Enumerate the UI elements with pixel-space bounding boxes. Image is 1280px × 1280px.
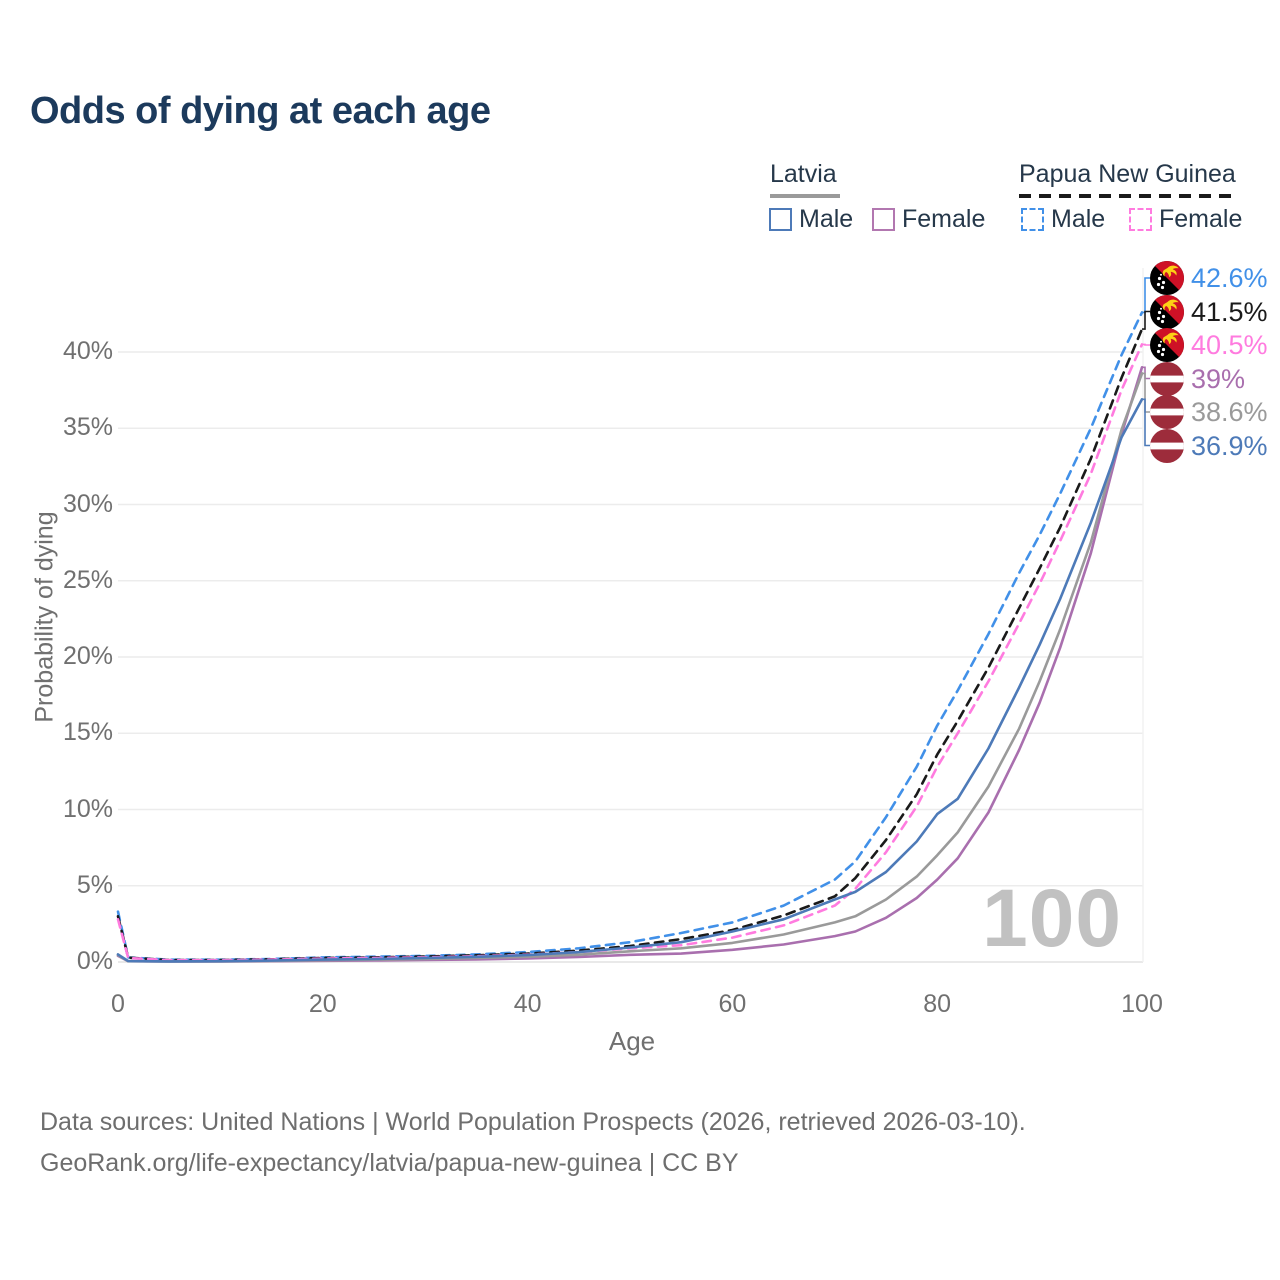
page-title: Odds of dying at each age [30,90,491,132]
end-label-leader-line [1142,343,1150,346]
papua-new-guinea-flag-icon [1150,294,1184,329]
x-tick-label: 40 [513,990,542,1018]
y-tick-label: 40% [62,337,113,365]
latvia-flag-icon [1150,428,1184,463]
series-line-papua-new-guinea-both-sexes[interactable] [116,327,1144,962]
legend-item-latvia-male[interactable]: Male [769,205,853,234]
x-tick-label: 80 [923,990,952,1018]
attribution-note: GeoRank.org/life-expectancy/latvia/papua… [40,1149,739,1177]
y-tick-label: 0% [76,947,113,975]
legend-item-png-male[interactable]: Male [1021,205,1105,234]
end-label-papua-new-guinea-female[interactable]: 40.5% [1150,328,1268,362]
end-label-papua-new-guinea-both-sexes[interactable]: 41.5% [1150,294,1268,329]
y-tick-label: 20% [62,642,113,670]
hovered-age-indicator: 100 [982,873,1122,964]
latvia-flag-icon [1150,395,1184,429]
x-tick-label: 20 [308,990,337,1018]
end-label-latvia-male[interactable]: 36.9% [1150,428,1268,463]
legend-group-latvia-label: Latvia [770,160,837,188]
latvia-female-swatch-icon [872,208,895,231]
end-label-leader-line [1142,398,1150,447]
end-label-papua-new-guinea-male[interactable]: 42.6% [1150,261,1268,295]
legend-item-label: Female [902,205,986,233]
x-tick-label: 60 [718,990,747,1018]
png-male-swatch-icon [1021,208,1044,231]
x-tick-label: 100 [1121,990,1163,1018]
end-value-label: 40.5% [1191,330,1268,360]
papua-new-guinea-flag-icon [1150,328,1184,362]
end-value-label: 39% [1191,363,1246,394]
latvia-flag-icon [1150,361,1184,396]
x-tick-label: 0 [111,990,125,1018]
legend-item-label: Male [799,205,854,233]
papua-new-guinea-flag-icon [1150,261,1184,295]
end-label-latvia-female[interactable]: 39% [1150,361,1246,396]
y-tick-label: 10% [62,794,113,823]
series-line-papua-new-guinea-male[interactable] [116,311,1144,961]
end-value-label: 41.5% [1191,296,1268,327]
end-label-latvia-both-sexes[interactable]: 38.6% [1150,395,1268,429]
y-tick-label: 30% [62,489,113,518]
end-label-leader-line [1142,277,1150,314]
y-axis-title: Probability of dying [30,511,59,723]
legend-group-png-label: Papua New Guinea [1019,160,1236,188]
series-line-latvia-male[interactable] [116,398,1144,963]
y-tick-label: 5% [76,870,113,899]
end-value-label: 36.9% [1191,430,1268,461]
x-axis-title: Age [608,1026,656,1056]
end-label-leader-line [1142,310,1150,330]
y-tick-label: 35% [62,413,113,442]
data-source-note: Data sources: United Nations | World Pop… [40,1108,1026,1136]
legend-item-latvia-female[interactable]: Female [872,205,985,234]
series-line-papua-new-guinea-female[interactable] [116,343,1144,962]
latvia-line-style-sample [770,194,840,198]
legend-item-label: Male [1051,205,1106,233]
y-tick-label: 25% [62,565,113,594]
end-value-label: 38.6% [1191,397,1268,427]
legend-item-png-female[interactable]: Female [1129,205,1242,234]
legend-item-label: Female [1159,205,1243,233]
png-female-swatch-icon [1129,208,1152,231]
y-tick-label: 15% [62,718,113,747]
end-value-label: 42.6% [1191,263,1268,293]
latvia-male-swatch-icon [769,208,792,231]
end-label-leader-line [1142,372,1150,413]
png-line-style-sample [1019,194,1235,198]
